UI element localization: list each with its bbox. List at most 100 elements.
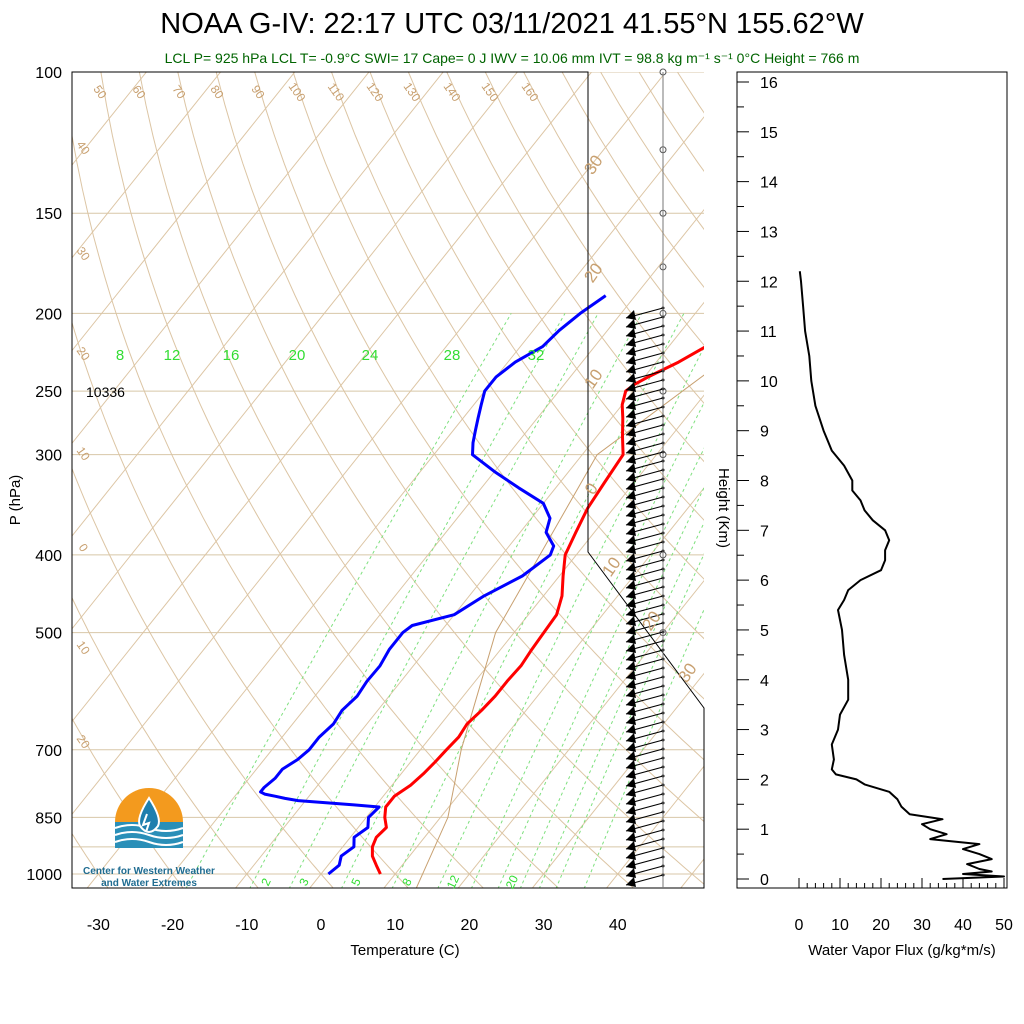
height-tick-label: 1 <box>760 822 769 839</box>
height-tick-label: 2 <box>760 772 769 789</box>
temperature-tick-label: -30 <box>87 917 110 934</box>
mixing-ratio-line <box>555 553 704 888</box>
isotherm-label-right: 20 <box>580 260 606 286</box>
isotherm-line <box>234 301 704 888</box>
height-tick-label: 16 <box>760 75 778 92</box>
wind-barb-flag <box>626 841 636 851</box>
isotherm-line <box>72 72 370 445</box>
wind-barb-flag <box>626 562 636 572</box>
dewpoint-line <box>259 294 607 876</box>
pressure-tick-label: 300 <box>35 448 62 465</box>
mixing-ratio-label: 32 <box>528 347 545 364</box>
temperature-tick-label: 10 <box>386 917 404 934</box>
height-tick-label: 13 <box>760 224 778 241</box>
wind-barb-flag <box>626 634 636 644</box>
dry-adiabat <box>331 72 704 640</box>
isotherm-line <box>72 72 296 352</box>
wind-barb-flag <box>626 724 636 734</box>
dry-adiabat <box>446 72 704 463</box>
wind-barb-flag <box>626 832 636 842</box>
flux-x-axis-title: Water Vapor Flux (g/kg*m/s) <box>808 942 996 959</box>
wind-barb-flag <box>626 616 636 626</box>
isotherm-line <box>86 116 704 888</box>
wind-barb-flag <box>626 670 636 680</box>
wind-barb-flag <box>626 346 636 356</box>
height-tick-label: 8 <box>760 474 769 491</box>
dry-adiabat <box>100 72 560 888</box>
height-tick-label: 3 <box>760 723 769 740</box>
x-axis-title: Temperature (C) <box>350 942 459 959</box>
logo-icon <box>114 788 184 848</box>
wind-barb-flag <box>626 463 636 473</box>
wind-barb-flag <box>626 751 636 761</box>
wind-barb-flag <box>626 742 636 752</box>
wind-barb-flag <box>626 364 636 374</box>
height-tick-label: 9 <box>760 424 769 441</box>
chart-subtitle: LCL P= 925 hPa LCL T= -0.9°C SWI= 17 Cap… <box>164 50 860 66</box>
wind-barb-flag <box>626 661 636 671</box>
mixing-ratio-label: 16 <box>223 347 240 364</box>
wind-barb-flag <box>626 877 636 887</box>
wind-barb-flag <box>626 535 636 545</box>
isotherm-line <box>750 72 1024 894</box>
mixing-ratio-line <box>185 313 512 888</box>
dry-adiabat <box>72 467 334 888</box>
skewt-frame <box>71 71 705 889</box>
dry-adiabat <box>523 72 704 346</box>
wind-barb-flag <box>626 589 636 599</box>
skewt-background <box>72 72 1024 894</box>
isotherm-label-left: 0 <box>76 541 91 555</box>
isotherm-line <box>72 72 667 816</box>
wind-barb-flag <box>626 814 636 824</box>
height-tick-label: 11 <box>760 324 777 341</box>
dry-adiabat <box>72 717 184 888</box>
wind-barb-flag <box>626 310 636 320</box>
wind-barb-flag <box>626 544 636 554</box>
mixing-ratio-line <box>471 401 704 888</box>
wind-barb-flag <box>626 625 636 635</box>
isotherm-line <box>72 72 221 259</box>
dry-adiabat-label: 110 <box>325 80 348 104</box>
flux-tick-label: 20 <box>872 917 890 934</box>
dry-adiabat <box>254 72 704 761</box>
dry-adiabat-label: 100 <box>286 80 309 105</box>
dry-adiabat-label: 120 <box>364 80 387 105</box>
wind-barb-flag <box>626 769 636 779</box>
dry-adiabat <box>292 72 704 700</box>
pressure-tick-label: 400 <box>35 548 62 565</box>
wind-barb-flag <box>626 373 636 383</box>
wind-barb-flag <box>626 571 636 581</box>
temperature-tick-label: 30 <box>535 917 553 934</box>
pressure-tick-label: 1000 <box>26 867 62 884</box>
dry-adiabat <box>638 72 704 172</box>
skewt-border <box>71 71 705 889</box>
mixing-ratio-label-low: 20 <box>503 873 521 891</box>
flux-tick-label: 50 <box>995 917 1013 934</box>
dry-adiabat-label: 50 <box>90 83 109 102</box>
flux-series <box>798 271 1005 880</box>
wind-barb-flag <box>626 643 636 653</box>
wind-barb-flag <box>626 598 636 608</box>
pressure-tick-label: 500 <box>35 626 62 643</box>
wind-barb-flag <box>626 526 636 536</box>
dry-adiabat <box>72 832 109 888</box>
pressure-tick-label: 200 <box>35 306 62 323</box>
flux-tick-label: 30 <box>913 917 931 934</box>
isotherm-line <box>457 579 704 888</box>
mixing-ratio-label-low: 5 <box>348 876 364 888</box>
isotherm-line <box>605 765 704 888</box>
wind-barb-flag <box>626 454 636 464</box>
temperature-tick-label: 0 <box>317 917 326 934</box>
isotherm-label-right: 10 <box>580 366 606 392</box>
dry-adiabat <box>72 132 485 888</box>
mixing-ratio-line <box>391 313 685 888</box>
wind-barb-flag <box>626 733 636 743</box>
height-tick-label: 10 <box>760 374 778 391</box>
flux-tick-label: 10 <box>831 917 849 934</box>
mixing-ratio-label-low: 2 <box>258 876 274 888</box>
logo-text-line2: and Water Extremes <box>101 878 197 889</box>
pressure-tick-label: 250 <box>35 384 62 401</box>
wind-barb-flag <box>626 607 636 617</box>
